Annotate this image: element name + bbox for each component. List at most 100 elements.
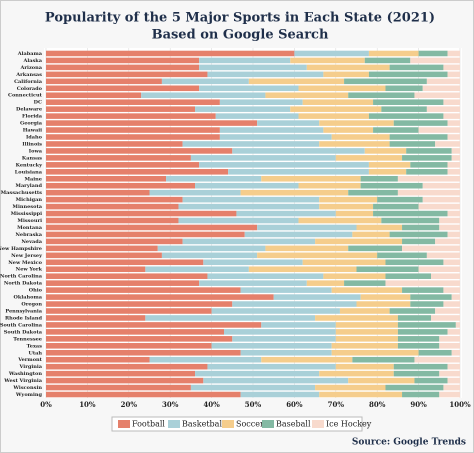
y-tick-label: Nevada [21, 239, 42, 245]
bar-segment [46, 322, 262, 328]
bar-segment [393, 363, 448, 370]
y-tick-label: South Dakota [4, 329, 43, 335]
y-tick-label: New Jersey [11, 253, 43, 259]
bar-segment [373, 210, 448, 217]
bar-segment [149, 189, 241, 196]
bar-segment [290, 57, 365, 64]
bar-segment [46, 148, 233, 154]
y-tick-label: Minnesota [12, 204, 42, 210]
bar-segment [335, 322, 398, 328]
bar-segment [319, 370, 394, 377]
bar-segment [422, 182, 460, 189]
bar-segment [46, 85, 200, 92]
bar-segment [331, 134, 390, 140]
bar-segment [331, 287, 403, 293]
bar-segment [319, 141, 390, 147]
bar-segment [261, 356, 353, 363]
bar-segment [451, 148, 460, 154]
bar-segment [447, 329, 460, 335]
y-tick-label: Idaho [26, 135, 43, 141]
bar-segment [248, 266, 357, 273]
y-tick-label: Massachusetts [1, 190, 43, 196]
x-tick-label: 60% [286, 400, 303, 409]
bar-segment [402, 224, 440, 231]
bar-segment [211, 308, 340, 314]
bar-segment [46, 273, 208, 279]
bar-segment [397, 315, 432, 321]
bar-segment [443, 64, 460, 71]
y-tick-label: North Carolina [0, 274, 43, 280]
bar-segment [261, 322, 336, 328]
bar-segment [385, 259, 444, 266]
bar-segment [385, 273, 432, 279]
x-tick-label: 80% [369, 400, 386, 409]
y-tick-label: Florida [22, 114, 43, 120]
y-tick-label: Virginia [19, 364, 43, 370]
bar-segment [439, 391, 460, 398]
bar-segment [364, 57, 411, 64]
y-tick-label: New York [16, 267, 43, 273]
bar-segment [443, 259, 460, 266]
bar-segment [368, 113, 444, 119]
y-tick-label: Utah [28, 350, 42, 356]
bar-segment [397, 329, 448, 335]
bar-segment [46, 329, 225, 335]
bar-segment [195, 370, 320, 377]
bar-segment [46, 189, 150, 196]
y-tick-label: Oregon [21, 302, 42, 308]
bar-segment [46, 363, 208, 370]
y-tick-label: Connecticut [8, 93, 43, 99]
bar-segment [439, 343, 460, 349]
bar-segment [447, 169, 460, 175]
bar-segment [298, 182, 361, 189]
x-tick-label: 100% [449, 400, 471, 409]
bar-segment [219, 127, 324, 133]
bar-segment [46, 203, 179, 210]
bar-segment [46, 141, 183, 147]
bar-segment [261, 175, 361, 182]
bar-segment [46, 266, 146, 273]
y-tick-label: Illinois [22, 141, 42, 147]
bar-segment [418, 349, 452, 356]
bar-segment [422, 85, 460, 92]
bar-segment [348, 245, 403, 252]
y-tick-label: Texas [27, 343, 43, 349]
bar-segment [46, 182, 196, 189]
legend-label: Ice Hockey [326, 420, 372, 429]
legend-label: Baseball [276, 420, 311, 429]
bar-segment [402, 238, 436, 245]
bar-segment [228, 169, 369, 175]
bar-segment [265, 245, 349, 252]
bar-segment [426, 78, 460, 85]
bar-segment [46, 217, 179, 224]
bar-segment [203, 259, 303, 266]
bar-segment [46, 155, 191, 161]
bar-segment [356, 301, 411, 307]
bar-segment [443, 287, 460, 293]
bar-segment [418, 50, 448, 57]
bar-segment [46, 175, 167, 182]
bar-segment [46, 370, 196, 377]
bar-segment [46, 113, 216, 119]
y-tick-label: Missouri [17, 218, 42, 224]
bar-segment [306, 280, 345, 286]
y-tick-label: Kentucky [16, 162, 44, 168]
bar-segment [443, 384, 460, 391]
y-tick-label: Rhode Island [5, 315, 42, 321]
y-tick-label: Kansas [22, 155, 42, 161]
bar-segment [46, 301, 233, 307]
bar-segment [443, 113, 460, 119]
bar-segment [46, 349, 241, 356]
bar-segment [360, 175, 398, 182]
bar-segment [406, 169, 448, 175]
bar-segment [443, 99, 460, 105]
bar-segment [360, 294, 411, 300]
bar-segment [302, 259, 386, 266]
bar-segment [335, 329, 398, 335]
bar-segment [397, 343, 440, 349]
bar-segment [215, 113, 299, 119]
x-tick-label: 20% [121, 400, 138, 409]
bar-segment [406, 148, 452, 154]
bar-segment [389, 64, 444, 71]
